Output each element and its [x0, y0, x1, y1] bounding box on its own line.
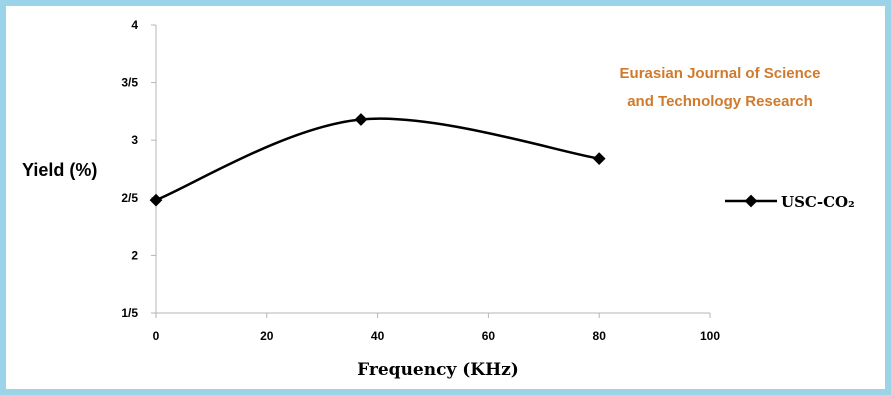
y-tick-label: 4	[131, 18, 138, 32]
x-tick-label: 0	[153, 329, 160, 343]
y-tick-label: 2/5	[121, 191, 138, 205]
data-point-marker	[149, 193, 163, 207]
series-line	[155, 117, 600, 202]
x-tick-label: 40	[371, 329, 385, 343]
y-tick-label: 3/5	[121, 76, 138, 90]
y-tick-labels: 1/5 2 2/5 3 3/5 4	[121, 18, 156, 320]
watermark-line-2: and Technology Research	[627, 93, 813, 110]
legend-marker	[744, 194, 758, 208]
y-axis-label: Yield (%)	[22, 160, 97, 180]
y-tick-label: 1/5	[121, 306, 138, 320]
x-tick-labels: 0 20 40 60 80 100	[153, 313, 720, 343]
x-tick-label: 80	[593, 329, 607, 343]
journal-watermark: Eurasian Journal of Science and Technolo…	[590, 60, 850, 116]
legend: USC-CO₂	[725, 193, 855, 211]
series-layer	[149, 113, 606, 207]
watermark-line-1: Eurasian Journal of Science	[619, 65, 821, 82]
x-tick-label: 60	[482, 329, 496, 343]
axes	[155, 25, 710, 314]
data-point-marker	[592, 152, 606, 165]
y-tick-label: 2	[131, 248, 138, 262]
x-tick-label: 100	[700, 329, 720, 343]
data-point-marker	[354, 113, 368, 126]
x-axis-label: Frequency (KHz)	[357, 360, 519, 380]
legend-label: USC-CO₂	[781, 193, 855, 211]
x-tick-label: 20	[260, 329, 274, 343]
y-tick-label: 3	[131, 133, 138, 147]
